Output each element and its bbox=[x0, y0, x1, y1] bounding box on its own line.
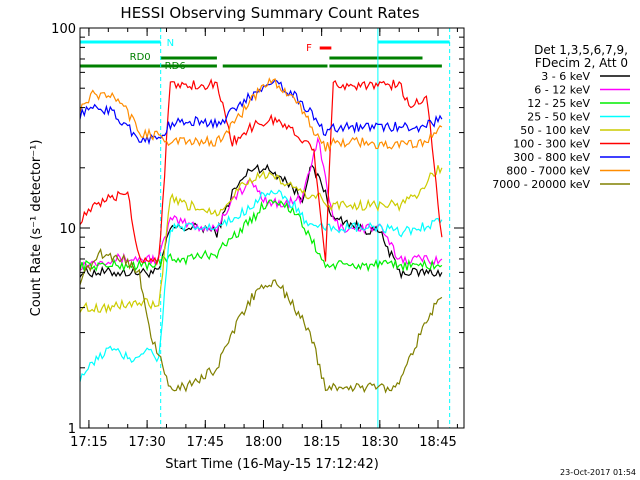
series-line-100-300-kev bbox=[80, 78, 443, 266]
x-tick-label: 17:15 bbox=[70, 435, 107, 450]
series-line-12-25-kev bbox=[80, 199, 443, 273]
y-axis-label: Count Rate (s⁻¹ detector⁻¹) bbox=[29, 140, 44, 317]
legend-label-50-100-kev: 50 - 100 keV bbox=[520, 124, 590, 137]
series-group bbox=[80, 77, 443, 394]
legend-label-7000-20000-kev: 7000 - 20000 keV bbox=[492, 178, 590, 191]
x-tick-label: 18:00 bbox=[245, 435, 282, 450]
flag-label-rd6: RD6 bbox=[165, 61, 186, 72]
flag-label-n: N bbox=[167, 38, 174, 49]
legend-header-line-2: FDecim 2, Att 0 bbox=[535, 56, 628, 70]
x-tick-label: 17:45 bbox=[187, 435, 224, 450]
legend: Det 1,3,5,6,7,9, FDecim 2, Att 0 3 - 6 k… bbox=[492, 43, 630, 191]
series-line-50-100-kev bbox=[80, 165, 443, 314]
y-tick-label: 10 bbox=[59, 222, 76, 237]
date-stamp: 23-Oct-2017 01:54 bbox=[560, 468, 636, 477]
legend-label-300-800-kev: 300 - 800 keV bbox=[513, 151, 590, 164]
series-line-25-50-kev bbox=[80, 189, 443, 382]
y-axis: 1 10 100 bbox=[51, 22, 464, 437]
legend-header-line-1: Det 1,3,5,6,7,9, bbox=[534, 43, 628, 57]
legend-label-800-7000-kev: 800 - 7000 keV bbox=[506, 165, 590, 178]
legend-label-6-12-kev: 6 - 12 keV bbox=[534, 84, 590, 97]
x-tick-label: 18:15 bbox=[303, 435, 340, 450]
series-line-7000-20000-kev bbox=[80, 247, 443, 394]
x-tick-label: 18:45 bbox=[419, 435, 456, 450]
x-axis-label: Start Time (16-May-15 17:12:42) bbox=[165, 457, 379, 472]
y-tick-label: 100 bbox=[51, 22, 76, 37]
series-line-3-6-kev bbox=[80, 163, 443, 280]
flag-label-rd0: RD0 bbox=[130, 52, 151, 63]
series-line-800-7000-kev bbox=[80, 77, 443, 152]
x-axis: 17:15 17:30 17:45 18:00 18:15 18:30 18:45 bbox=[70, 28, 458, 450]
legend-label-25-50-kev: 25 - 50 keV bbox=[527, 111, 590, 124]
x-tick-label: 17:30 bbox=[128, 435, 165, 450]
x-tick-label: 18:30 bbox=[361, 435, 398, 450]
flag-bars: N RD0 RD6 F bbox=[79, 28, 451, 428]
legend-label-3-6-kev: 3 - 6 keV bbox=[541, 70, 590, 83]
y-tick-label: 1 bbox=[68, 422, 76, 437]
series-line-300-800-kev bbox=[80, 79, 443, 146]
flag-label-f: F bbox=[306, 43, 312, 54]
legend-label-12-25-kev: 12 - 25 keV bbox=[527, 97, 590, 110]
legend-label-100-300-kev: 100 - 300 keV bbox=[513, 138, 590, 151]
chart-title: HESSI Observing Summary Count Rates bbox=[120, 4, 419, 22]
